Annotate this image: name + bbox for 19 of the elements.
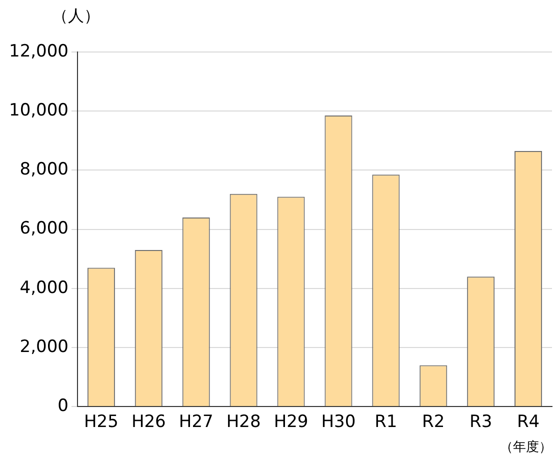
x-tick-label: H27: [178, 412, 214, 432]
y-tick-label: 0: [58, 396, 68, 416]
y-tick-label: 4,000: [20, 278, 68, 298]
x-tick-label: H28: [226, 412, 261, 432]
y-tick-label: 8,000: [20, 160, 68, 180]
y-axis-title: （人）: [52, 6, 100, 27]
x-tick-label: H25: [84, 412, 118, 432]
x-tick-label: H26: [131, 412, 166, 432]
y-tick-label: 10,000: [9, 100, 68, 121]
x-tick-label: R3: [470, 412, 492, 432]
x-tick-label: R2: [422, 412, 445, 432]
x-tick-label: H29: [274, 412, 308, 432]
y-tick-label: 6,000: [20, 218, 68, 239]
y-tick-label: 2,000: [20, 336, 68, 357]
y-tick-label: 12,000: [9, 41, 68, 62]
x-tick-label: R1: [374, 412, 398, 432]
x-tick-label: R4: [516, 412, 540, 432]
x-axis-title: （年度）: [500, 439, 552, 456]
x-tick-label: H30: [321, 412, 356, 432]
